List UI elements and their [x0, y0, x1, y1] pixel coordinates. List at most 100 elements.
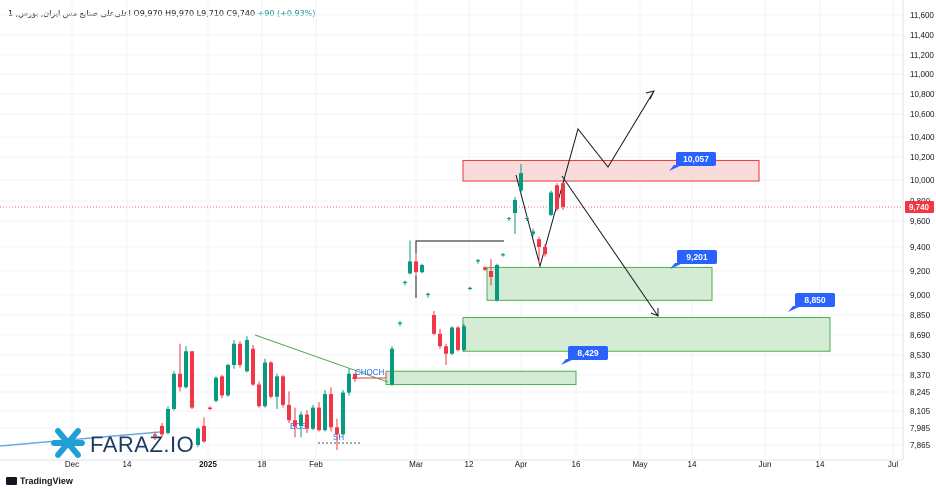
candle-body — [432, 315, 436, 334]
price-tick-label: 10,200 — [910, 153, 935, 162]
zone-label-value: 8,850 — [804, 295, 826, 305]
zone-label-box — [795, 293, 835, 307]
candle-body — [293, 420, 297, 426]
tradingview-label: TradingView — [20, 476, 73, 486]
candle-body — [208, 407, 212, 409]
symbol-title: 1 ,اعلی‌علی صنایع مس ایران, بورس — [8, 9, 131, 18]
price-tick-label: 8,105 — [910, 407, 931, 416]
price-tick-label: 11,400 — [910, 31, 934, 40]
candle-body — [226, 365, 230, 396]
price-tick-label: 8,245 — [910, 388, 931, 397]
price-tick-label: 9,400 — [910, 243, 931, 252]
candle-body — [468, 287, 472, 289]
candle-body — [537, 239, 541, 247]
candle-body — [335, 427, 339, 435]
candle-body — [525, 218, 529, 219]
candle-body — [220, 376, 224, 396]
sh-label: SH — [333, 433, 344, 442]
candle-body — [178, 373, 182, 388]
candle-body — [153, 434, 157, 436]
time-tick-label: 12 — [465, 460, 474, 469]
choch-marker-line — [352, 372, 387, 379]
candle-body — [353, 373, 357, 380]
bearish-projection-path — [561, 175, 659, 317]
zone-label-box — [568, 346, 608, 360]
candle-body — [390, 348, 394, 385]
candle-body — [420, 265, 424, 273]
ohlc-high: H9,970 — [165, 9, 195, 18]
candle-body — [489, 271, 493, 277]
time-tick-label: 14 — [688, 460, 697, 469]
zone-label-pointer — [670, 263, 683, 269]
candle-body — [531, 231, 535, 234]
time-tick-label: 14 — [123, 460, 132, 469]
candle-body — [245, 340, 249, 372]
price-tick-label: 9,200 — [910, 267, 931, 276]
candle-body — [444, 346, 448, 354]
price-tick-label: 8,530 — [910, 351, 931, 360]
tradingview-icon — [6, 477, 17, 485]
ohlc-low: L9,710 — [196, 9, 224, 18]
candle-body — [543, 247, 547, 255]
time-tick-label: May — [632, 460, 647, 469]
candle-body — [495, 265, 499, 301]
candle-body — [269, 362, 273, 397]
price-tick-label: 7,865 — [910, 441, 931, 450]
price-tick-label: 9,000 — [910, 291, 931, 300]
zone-label-box — [676, 152, 716, 166]
candle-body — [426, 293, 430, 295]
candle-body — [184, 351, 188, 388]
descending-trend-line — [254, 334, 389, 383]
price-tick-label: 8,370 — [910, 371, 931, 380]
candle-body — [513, 199, 517, 213]
candle-body — [238, 343, 242, 365]
ohlc-open: O9,970 — [133, 9, 163, 18]
price-tick-label: 10,400 — [910, 133, 935, 142]
candle-body — [311, 407, 315, 429]
zone-green — [385, 370, 577, 386]
candle-body — [519, 173, 523, 191]
candle-body — [398, 322, 402, 324]
price-tick-label: 11,200 — [910, 51, 934, 60]
candle-body — [450, 327, 454, 354]
tradingview-logo[interactable]: TradingView — [6, 476, 73, 486]
zone-label-value: 10,057 — [683, 154, 709, 164]
structure-line — [415, 240, 504, 298]
price-change: +90 (+0.93%) — [257, 9, 316, 18]
candle-body — [299, 414, 303, 426]
candle-body — [305, 414, 309, 429]
candle-body — [341, 392, 345, 435]
price-tick-label: 10,000 — [910, 176, 935, 185]
bullish-projection-path — [515, 90, 655, 268]
candle-body — [462, 326, 466, 350]
candle-body — [323, 394, 327, 431]
candle-body — [257, 384, 261, 407]
candle-body — [549, 192, 553, 215]
current-price-tag — [905, 201, 934, 213]
current-price-label: 9,740 — [909, 203, 930, 212]
candle-body — [456, 327, 460, 350]
zone-green — [486, 266, 713, 301]
zone-label-pointer — [561, 359, 574, 365]
time-tick-label: Jul — [888, 460, 898, 469]
candle-body — [275, 376, 279, 397]
candle-body — [263, 362, 267, 407]
time-tick-label: Dec — [65, 460, 79, 469]
zone-label-pointer — [788, 306, 801, 312]
candle-body — [329, 394, 333, 428]
farazio-logo-icon — [51, 428, 85, 458]
candle-body — [507, 218, 511, 219]
ohlc-close: C9,740 — [226, 9, 256, 18]
candle-body — [172, 373, 176, 409]
choch-label: CHOCH — [355, 368, 385, 377]
candle-body — [561, 183, 565, 207]
candle-body — [476, 260, 480, 262]
price-tick-label: 8,690 — [910, 331, 931, 340]
candle-body — [501, 254, 505, 256]
time-tick-label: Apr — [515, 460, 528, 469]
price-tick-label: 7,985 — [910, 424, 931, 433]
price-tick-label: 10,800 — [910, 90, 935, 99]
time-tick-label: Jun — [759, 460, 772, 469]
time-tick-label: 14 — [816, 460, 825, 469]
